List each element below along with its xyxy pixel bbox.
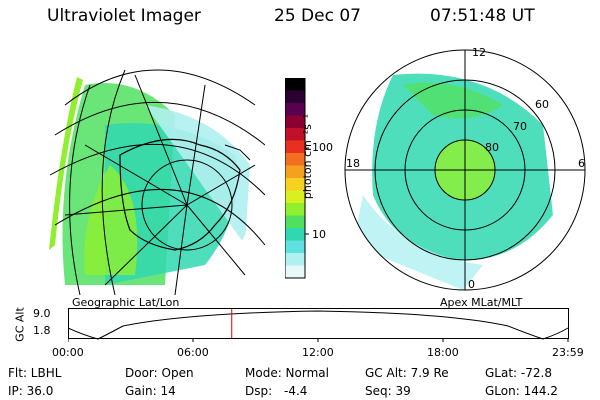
altitude-xtick-0: 00:00 (52, 346, 84, 359)
date-label: 25 Dec 07 (274, 6, 361, 26)
auroral-emission-green (84, 165, 138, 275)
dsp-info-label: Dsp: (245, 384, 273, 398)
glat-info: GLat: -72.8 (485, 366, 552, 380)
time-label: 07:51:48 UT (430, 6, 535, 26)
geographic-map (49, 69, 265, 295)
colorbar-stripe (285, 240, 305, 254)
instrument-title: Ultraviolet Imager (47, 6, 201, 26)
colorbar-stripe (285, 128, 305, 141)
filter-info: Flt: LBHL (8, 366, 62, 380)
apex-grid (344, 49, 586, 291)
gain-info: Gain: 14 (125, 384, 176, 398)
altitude-plot (68, 308, 569, 342)
mlt-label-noon: 12 (472, 46, 486, 59)
mlt-label-dawn: 6 (578, 157, 585, 170)
colorbar-stripe (285, 265, 305, 279)
colorbar-stripe (285, 228, 305, 241)
seq-info: Seq: 39 (365, 384, 411, 398)
gc-alt-info: GC Alt: 7.9 Re (365, 366, 449, 380)
auroral-limb-band (49, 77, 83, 250)
colorbar-stripe (285, 203, 305, 216)
colorbar-stripe (285, 115, 305, 129)
colorbar-stripe (285, 165, 305, 179)
colorbar-stripe (285, 215, 305, 229)
colorbar-stripe (285, 153, 305, 166)
auroral-emission-fringe (145, 105, 250, 245)
apex-emission-green (403, 82, 503, 119)
altitude-xtick-4: 23:59 (552, 346, 584, 359)
dsp-info-value: -4.4 (284, 384, 308, 398)
mlt-label-midnight: 0 (468, 278, 475, 291)
colorbar-tick-100: 100 (312, 141, 333, 154)
door-info: Door: Open (125, 366, 194, 380)
altitude-xtick-2: 12:00 (302, 346, 334, 359)
mlt-label-dusk: 18 (346, 157, 360, 170)
coastline (119, 138, 241, 251)
colorbar-stripe (285, 78, 305, 91)
altitude-ytick-min: 1.8 (33, 324, 51, 337)
altitude-curve (68, 310, 569, 340)
altitude-xtick-1: 06:00 (177, 346, 209, 359)
apex-emission-fringe (353, 195, 483, 290)
lat-label-60: 60 (535, 98, 549, 111)
colorbar-stripe (285, 90, 305, 104)
colorbar (285, 78, 309, 279)
altitude-xtick-3: 18:00 (427, 346, 459, 359)
colorbar-stripe (285, 140, 305, 154)
ip-info: IP: 36.0 (8, 384, 54, 398)
mode-info: Mode: Normal (245, 366, 329, 380)
apex-map (344, 49, 586, 291)
colorbar-stripe (285, 253, 305, 266)
colorbar-stripe (285, 103, 305, 116)
glon-info: GLon: 144.2 (485, 384, 558, 398)
colorbar-stripe (285, 178, 305, 191)
colorbar-unit-label: photon cm⁻²s⁻¹ (301, 113, 315, 200)
geographic-map-label: Geographic Lat/Lon (72, 296, 180, 309)
altitude-ylabel: GC Alt (13, 307, 27, 342)
lat-label-80: 80 (485, 141, 499, 154)
lat-label-70: 70 (513, 120, 527, 133)
coastline-east (224, 144, 251, 161)
colorbar-stripe (285, 190, 305, 204)
altitude-ytick-max: 9.0 (33, 307, 51, 320)
apex-map-label: Apex MLat/MLT (440, 296, 523, 309)
colorbar-tick-10: 10 (312, 228, 326, 241)
